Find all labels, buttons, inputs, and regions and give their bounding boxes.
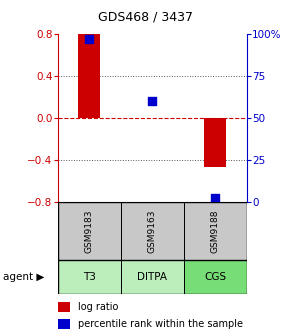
- Text: DITPA: DITPA: [137, 272, 167, 282]
- Text: CGS: CGS: [204, 272, 226, 282]
- Text: GSM9163: GSM9163: [148, 209, 157, 253]
- Point: [213, 196, 218, 201]
- Text: GSM9183: GSM9183: [85, 209, 94, 253]
- Bar: [58, 302, 70, 312]
- Text: log ratio: log ratio: [78, 302, 118, 312]
- Bar: [204, 118, 226, 167]
- Text: GDS468 / 3437: GDS468 / 3437: [97, 10, 193, 23]
- Text: agent ▶: agent ▶: [3, 272, 44, 282]
- Bar: [58, 260, 121, 294]
- Text: T3: T3: [83, 272, 96, 282]
- Bar: [121, 202, 184, 260]
- Bar: [184, 202, 246, 260]
- Bar: [184, 260, 246, 294]
- Bar: [78, 34, 100, 118]
- Point: [150, 98, 155, 103]
- Text: GSM9188: GSM9188: [211, 209, 220, 253]
- Point: [87, 36, 92, 41]
- Bar: [58, 319, 70, 329]
- Bar: [58, 202, 121, 260]
- Bar: [121, 260, 184, 294]
- Text: percentile rank within the sample: percentile rank within the sample: [78, 319, 243, 329]
